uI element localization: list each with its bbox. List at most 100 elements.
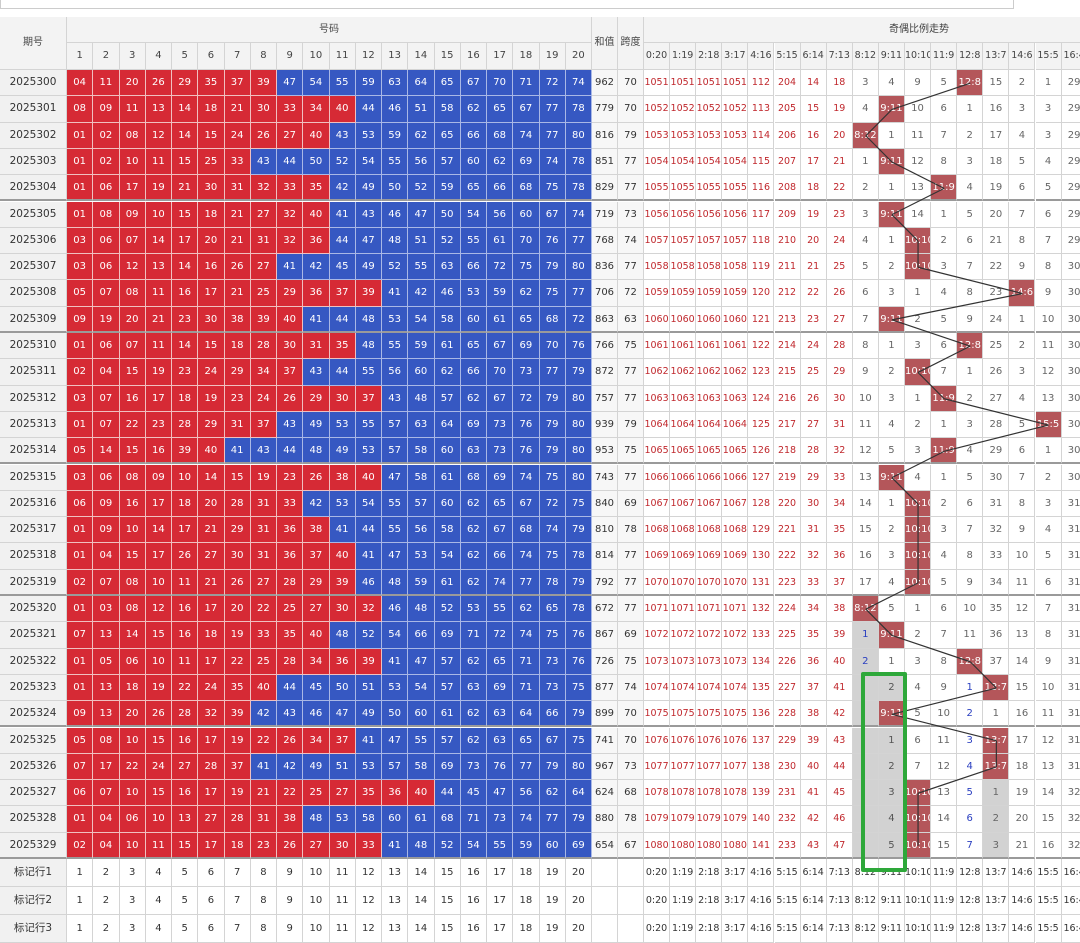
blue-number: 62: [513, 280, 540, 307]
ratio-column: 8:12: [852, 43, 879, 70]
trend-cell: 24: [800, 333, 827, 360]
red-number: 07: [93, 385, 120, 412]
blue-number: 42: [250, 701, 277, 728]
red-number: 36: [277, 517, 304, 544]
trend-cell: 31: [1061, 543, 1080, 570]
trend-cell: 1051: [644, 70, 671, 97]
red-number: 08: [119, 280, 146, 307]
marker-sum-blank: [592, 859, 618, 887]
blue-number: 79: [565, 806, 592, 833]
trend-cell: 1066: [644, 464, 671, 491]
span: 69: [618, 622, 644, 649]
blue-number: 72: [565, 306, 592, 333]
number-column: 16: [460, 43, 487, 70]
marker-number: 17: [487, 915, 514, 943]
red-number: 38: [277, 806, 304, 833]
trend-cell: 12: [852, 438, 879, 465]
trend-cell: 30: [1061, 254, 1080, 281]
trend-cell: 218: [774, 438, 801, 465]
blue-number: 43: [277, 411, 304, 439]
blue-number: 59: [487, 280, 514, 307]
blue-number: 79: [565, 517, 592, 544]
blue-number: 70: [487, 359, 514, 386]
trend-cell: 3: [852, 201, 879, 228]
red-number: 30: [198, 175, 225, 202]
blue-number: 73: [487, 411, 514, 439]
red-number: 37: [277, 359, 304, 386]
marker-ratio: 2:18: [696, 859, 723, 887]
issue: 2025322: [0, 648, 67, 675]
marker-number: 7: [224, 887, 251, 915]
red-number: 16: [172, 727, 199, 754]
marker-label: 标记行3: [0, 915, 67, 943]
blue-number: 52: [434, 832, 461, 859]
marker-ratio: 4:16: [748, 915, 775, 943]
trend-cell: 22: [826, 175, 853, 202]
red-number: 30: [250, 96, 277, 123]
trend-cell: 1075: [670, 701, 697, 728]
trend-cell: 1: [905, 280, 932, 307]
trend-cell: 18: [983, 148, 1010, 176]
red-number: 35: [355, 780, 382, 807]
red-number: 26: [250, 122, 277, 149]
blue-number: 75: [539, 622, 566, 649]
blue-number: 60: [539, 832, 566, 859]
red-number: 06: [93, 227, 120, 255]
trend-cell: 7: [957, 517, 984, 544]
red-number: 27: [303, 832, 330, 859]
blue-number: 61: [434, 569, 461, 596]
trend-cell: 1077: [722, 753, 749, 781]
blue-number: 44: [434, 780, 461, 807]
blue-number: 46: [382, 596, 409, 623]
blue-number: 57: [434, 648, 461, 675]
ratio-column: 16:4: [1061, 43, 1080, 70]
red-number: 19: [198, 385, 225, 412]
blue-number: 69: [434, 622, 461, 649]
blue-number: 62: [408, 122, 435, 149]
red-number: 26: [224, 569, 251, 596]
blue-number: 72: [539, 490, 566, 518]
trend-cell: 1079: [644, 806, 671, 833]
red-number: 08: [93, 727, 120, 754]
blue-number: 43: [303, 359, 330, 386]
blue-number: 67: [539, 201, 566, 228]
marker-number: 19: [539, 887, 566, 915]
blue-number: 49: [355, 175, 382, 202]
red-number: 09: [119, 201, 146, 228]
marker-ratio: 6:14: [800, 859, 827, 887]
marker-number: 4: [145, 887, 172, 915]
trend-cell: 15: [1009, 674, 1036, 702]
marker-number: 11: [329, 859, 356, 887]
marker-number: 18: [513, 859, 540, 887]
trend-cell: 3: [878, 780, 905, 807]
number-column: 2: [93, 43, 120, 70]
red-number: 18: [224, 832, 251, 859]
issue: 2025326: [0, 753, 67, 781]
trend-cell: 4: [931, 543, 958, 570]
red-number: 15: [224, 464, 251, 491]
trend-cell: 28: [800, 438, 827, 465]
trend-cell: 1065: [670, 438, 697, 465]
blue-number: 52: [434, 227, 461, 255]
marker-label: 标记行2: [0, 887, 67, 915]
blue-number: 68: [434, 806, 461, 833]
trend-cell: 205: [774, 96, 801, 123]
red-number: 11: [145, 148, 172, 176]
red-number: 16: [198, 254, 225, 281]
red-number: 27: [250, 201, 277, 228]
red-number: 01: [67, 411, 94, 439]
red-number: 08: [67, 96, 94, 123]
blue-number: 55: [355, 411, 382, 439]
trend-cell: 1057: [644, 227, 671, 255]
red-number: 26: [145, 701, 172, 728]
number-column: 4: [145, 43, 172, 70]
trend-cell: 1: [1035, 438, 1062, 465]
trend-cell: 14: [800, 70, 827, 97]
marker-ratio: 3:17: [722, 887, 749, 915]
red-number: 14: [93, 438, 120, 465]
trend-cell: 14: [1009, 648, 1036, 675]
trend-cell: 115: [748, 148, 775, 176]
red-number: 08: [119, 122, 146, 149]
trend-cell: 45: [826, 780, 853, 807]
